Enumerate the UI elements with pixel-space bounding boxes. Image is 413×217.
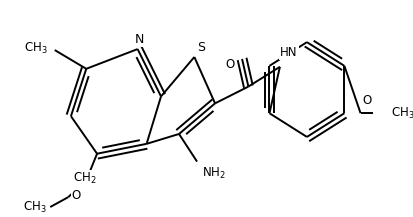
Text: O: O <box>72 189 81 202</box>
Text: HN: HN <box>280 46 297 59</box>
Text: CH$_3$: CH$_3$ <box>24 41 47 56</box>
Text: S: S <box>197 41 206 54</box>
Text: CH$_2$: CH$_2$ <box>73 171 96 186</box>
Text: O: O <box>362 94 372 107</box>
Text: CH$_3$: CH$_3$ <box>391 106 413 121</box>
Text: CH$_3$: CH$_3$ <box>23 199 47 215</box>
Text: O: O <box>225 58 235 71</box>
Text: N: N <box>135 33 144 46</box>
Text: NH$_2$: NH$_2$ <box>202 166 226 181</box>
